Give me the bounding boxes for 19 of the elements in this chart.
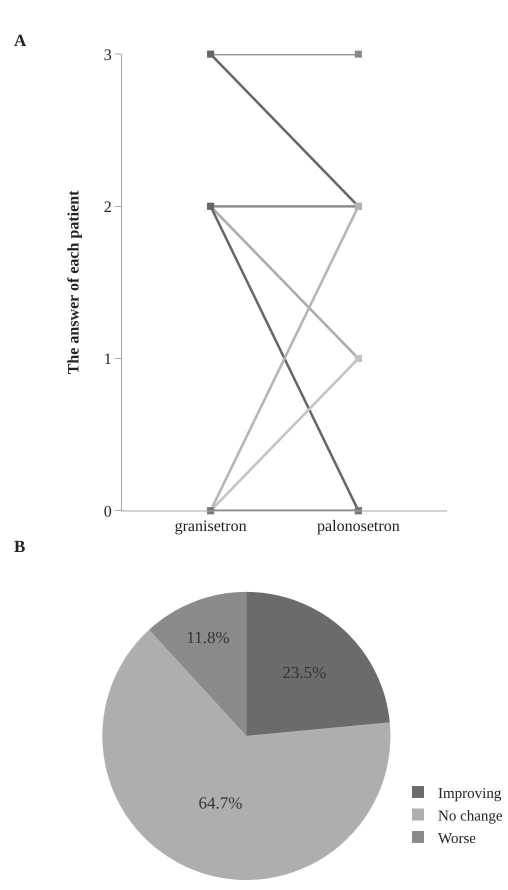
legend-label: Worse	[438, 830, 476, 847]
data-label: 64.7%	[198, 794, 242, 813]
legend-label: Improving	[438, 786, 502, 802]
pie-slice	[102, 630, 390, 880]
point	[354, 50, 362, 58]
pie-slice	[149, 592, 246, 736]
x-tick-label: palonosetron	[317, 518, 400, 535]
y-tick-label: 0	[104, 503, 112, 520]
legend-label: No change	[438, 808, 503, 824]
pie-slice	[246, 592, 390, 736]
chart-title: A	[14, 31, 27, 50]
x-tick-label: granisetron	[174, 518, 247, 535]
data-label: 11.8%	[186, 628, 230, 647]
chart-title: B	[14, 537, 26, 556]
y-tick-label: 2	[104, 198, 112, 216]
y-tick-label: 3	[104, 46, 112, 64]
y-axis-title: The answer of each patient	[66, 190, 83, 374]
data-label: 23.5%	[282, 662, 326, 682]
y-tick-label: 1	[104, 351, 112, 368]
